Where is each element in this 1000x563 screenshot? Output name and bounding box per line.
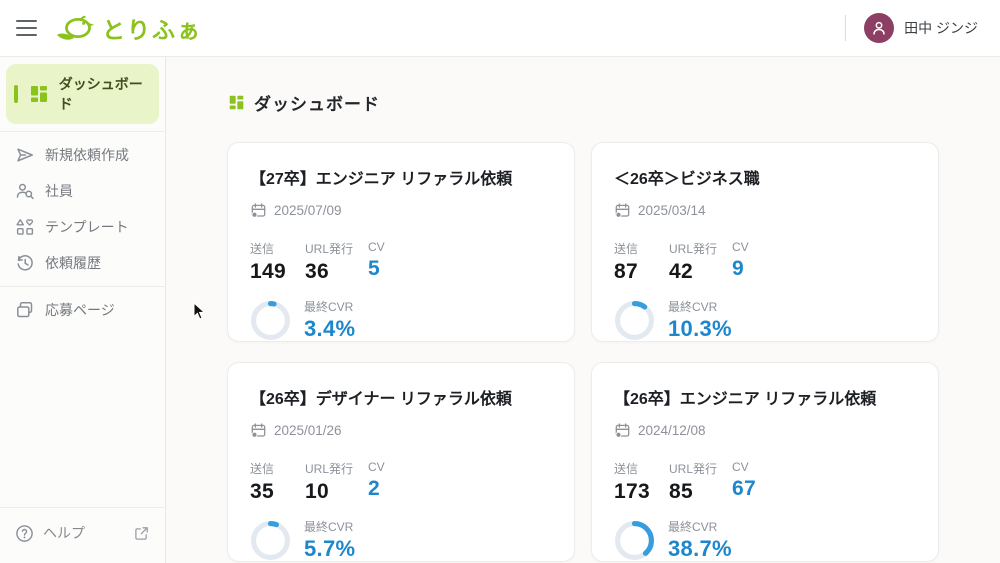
page-title: ダッシュボード — [254, 95, 380, 114]
main-area: ダッシュボード 【27卒】エンジニア リファラル依頼 2025/07/09 — [166, 57, 1000, 563]
cvr-label: 最終CVR — [668, 520, 718, 534]
sidebar: ダッシュボード 新規依頼作成 社員 テン — [0, 57, 166, 563]
sent-label: 送信 — [614, 242, 639, 256]
person-search-icon — [16, 183, 34, 200]
sidebar-item-label: テンプレート — [45, 219, 129, 235]
user-avatar[interactable] — [864, 13, 895, 43]
url-issued-value: 85 — [669, 480, 693, 503]
cv-label: CV — [368, 240, 385, 254]
cv-label: CV — [732, 460, 749, 474]
cv-label: CV — [732, 240, 749, 254]
external-link-icon[interactable] — [133, 525, 150, 542]
cv-value: 2 — [368, 477, 380, 500]
sidebar-divider — [0, 286, 165, 287]
url-issued-value: 42 — [669, 260, 693, 283]
cvr-donut-chart — [251, 520, 290, 560]
sent-label: 送信 — [250, 242, 275, 256]
send-icon — [17, 148, 33, 162]
user-name: 田中 ジンジ — [904, 20, 978, 36]
card-title: 【27卒】エンジニア リファラル依頼 — [250, 171, 513, 188]
sidebar-item-label: 社員 — [45, 183, 73, 199]
card-title: 【26卒】エンジニア リファラル依頼 — [614, 391, 877, 408]
sidebar-help[interactable]: ヘルプ — [0, 507, 165, 563]
url-issued-label: URL発行 — [305, 462, 354, 476]
card-date: 2025/03/14 — [638, 203, 706, 218]
cv-label: CV — [368, 460, 385, 474]
url-issued-label: URL発行 — [669, 462, 718, 476]
card-title: ＜26卒＞ビジネス職 — [614, 171, 760, 188]
sidebar-item-label: ダッシュボード — [58, 76, 143, 112]
request-card[interactable]: 【26卒】デザイナー リファラル依頼 2025/01/26 送信 35 — [227, 362, 575, 562]
pages-icon — [17, 302, 33, 318]
calendar-icon — [615, 423, 630, 438]
sidebar-item-label: 応募ページ — [45, 302, 115, 318]
sent-label: 送信 — [250, 462, 275, 476]
cvr-label: 最終CVR — [668, 300, 718, 314]
url-issued-label: URL発行 — [305, 242, 354, 256]
person-icon — [873, 21, 885, 35]
cv-value: 9 — [732, 257, 744, 280]
hamburger-menu-icon[interactable] — [16, 16, 40, 40]
cvr-value: 3.4% — [304, 316, 356, 341]
url-issued-value: 36 — [305, 260, 329, 283]
sidebar-item-employees[interactable]: 社員 — [0, 173, 165, 209]
cvr-donut-chart — [615, 300, 654, 340]
sidebar-item-request-history[interactable]: 依頼履歴 — [0, 245, 165, 281]
cvr-value: 10.3% — [668, 316, 732, 341]
sidebar-item-label: 新規依頼作成 — [45, 147, 129, 163]
sidebar-item-new-request[interactable]: 新規依頼作成 — [0, 137, 165, 173]
brand-name: とりふぁ — [102, 17, 202, 43]
sent-value: 35 — [250, 480, 274, 503]
cvr-label: 最終CVR — [304, 520, 354, 534]
history-icon — [17, 255, 33, 271]
card-date: 2025/07/09 — [274, 203, 342, 218]
sidebar-item-application-pages[interactable]: 応募ページ — [0, 292, 165, 328]
url-issued-value: 10 — [305, 480, 329, 503]
cvr-label: 最終CVR — [304, 300, 354, 314]
header-divider — [845, 15, 847, 41]
help-label: ヘルプ — [43, 525, 85, 541]
calendar-icon — [251, 423, 266, 438]
cvr-value: 38.7% — [668, 536, 732, 561]
card-date: 2025/01/26 — [274, 423, 342, 438]
dashboard-icon — [30, 86, 47, 102]
shapes-icon — [16, 219, 34, 235]
card-grid: 【27卒】エンジニア リファラル依頼 2025/07/09 送信 149 — [227, 142, 939, 562]
card-date: 2024/12/08 — [638, 423, 706, 438]
request-card[interactable]: ＜26卒＞ビジネス職 2025/03/14 送信 87 — [591, 142, 939, 342]
sent-value: 87 — [614, 260, 638, 283]
sidebar-item-templates[interactable]: テンプレート — [0, 209, 165, 245]
dashboard-icon — [229, 95, 244, 110]
sent-value: 173 — [614, 480, 650, 503]
brand-logo[interactable]: とりふぁ — [55, 10, 202, 46]
sent-label: 送信 — [614, 462, 639, 476]
calendar-icon — [615, 203, 630, 218]
request-card[interactable]: 【26卒】エンジニア リファラル依頼 2024/12/08 送信 173 — [591, 362, 939, 562]
header-user-area: 田中 ジンジ — [845, 13, 978, 43]
cvr-donut-chart — [251, 300, 290, 340]
active-indicator-bar — [14, 85, 18, 103]
sidebar-item-dashboard[interactable]: ダッシュボード — [6, 64, 159, 124]
cv-value: 5 — [368, 257, 380, 280]
card-title: 【26卒】デザイナー リファラル依頼 — [250, 391, 512, 408]
bird-logo-icon — [55, 10, 95, 46]
help-icon — [16, 524, 33, 542]
app-header: とりふぁ 田中 ジンジ — [0, 0, 1000, 57]
cv-value: 67 — [732, 477, 756, 500]
cvr-value: 5.7% — [304, 536, 356, 561]
request-card[interactable]: 【27卒】エンジニア リファラル依頼 2025/07/09 送信 149 — [227, 142, 575, 342]
calendar-icon — [251, 203, 266, 218]
sidebar-divider — [0, 131, 165, 132]
sidebar-item-label: 依頼履歴 — [45, 255, 101, 271]
page-header: ダッシュボード — [228, 90, 939, 115]
cvr-donut-chart — [615, 520, 654, 560]
url-issued-label: URL発行 — [669, 242, 718, 256]
sent-value: 149 — [250, 260, 286, 283]
